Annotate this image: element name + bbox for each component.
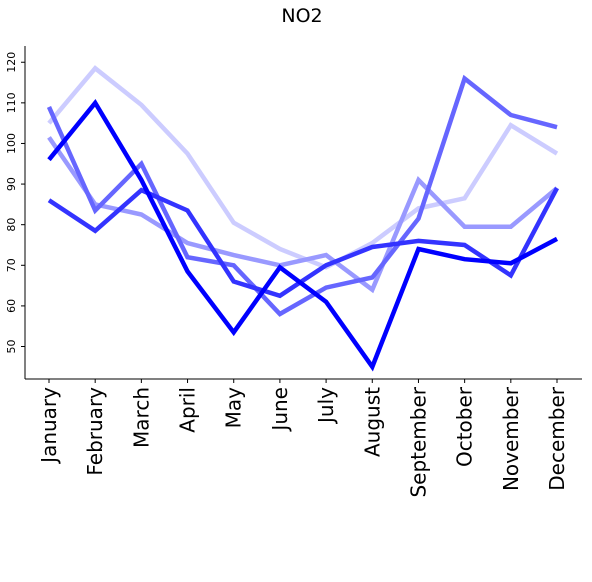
series-line-2 xyxy=(49,137,557,289)
x-tick-label: March xyxy=(129,387,153,448)
y-tick-label: 70 xyxy=(5,258,18,272)
x-tick-label: December xyxy=(545,386,569,490)
x-axis-ticks: January February March April May June July Augu… xyxy=(37,379,569,498)
x-tick-label: October xyxy=(453,386,477,467)
y-tick-label: 90 xyxy=(5,177,18,191)
y-tick-label: 80 xyxy=(5,218,18,232)
chart-title: NO2 xyxy=(281,5,322,27)
series-line-5 xyxy=(49,103,557,367)
x-tick-label: November xyxy=(499,386,523,491)
x-tick-label: August xyxy=(360,387,384,457)
y-tick-label: 50 xyxy=(5,340,18,354)
series-layer xyxy=(49,68,557,367)
x-tick-label: May xyxy=(222,387,246,429)
series-line-4 xyxy=(49,188,557,296)
x-tick-label: September xyxy=(406,386,430,497)
y-tick-label: 110 xyxy=(5,92,18,113)
x-tick-label: February xyxy=(83,387,107,476)
x-tick-label: July xyxy=(314,387,338,425)
y-tick-label: 100 xyxy=(5,133,18,154)
series-line-1 xyxy=(49,68,557,267)
x-tick-label: June xyxy=(268,387,292,433)
y-tick-label: 120 xyxy=(5,52,18,73)
y-axis-ticks: 50 60 70 80 90 100 110 120 xyxy=(5,52,25,354)
x-tick-label: April xyxy=(176,387,200,433)
x-tick-label: January xyxy=(37,387,61,465)
y-tick-label: 60 xyxy=(5,299,18,313)
